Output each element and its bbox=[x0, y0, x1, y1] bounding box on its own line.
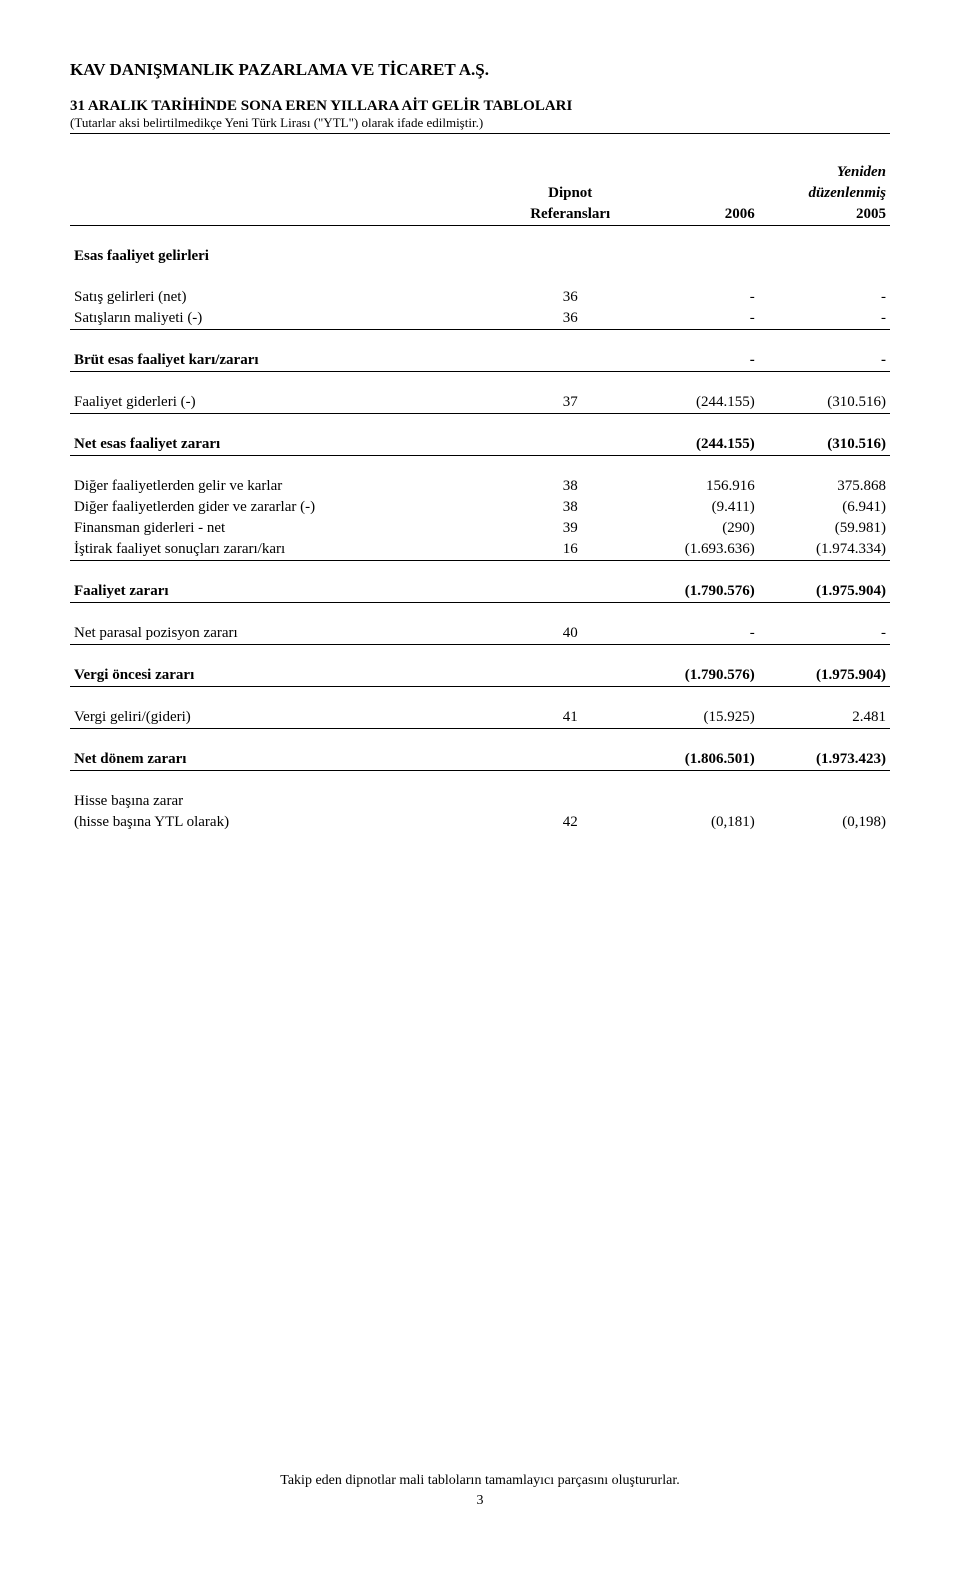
row-value-2006: (1.790.576) bbox=[628, 581, 759, 603]
row-label: Esas faaliyet gelirleri bbox=[70, 246, 513, 267]
row-label: Net dönem zararı bbox=[70, 749, 513, 771]
page-number: 3 bbox=[70, 1493, 890, 1509]
company-title: KAV DANIŞMANLIK PAZARLAMA VE TİCARET A.Ş… bbox=[70, 60, 890, 80]
row-value-2005: - bbox=[759, 287, 890, 308]
row-value-2005 bbox=[759, 246, 890, 267]
row-label: Faaliyet giderleri (-) bbox=[70, 392, 513, 414]
row-value-2005: (1.975.904) bbox=[759, 665, 890, 687]
row-ref: 36 bbox=[513, 308, 628, 330]
report-title: 31 ARALIK TARİHİNDE SONA EREN YILLARA Aİ… bbox=[70, 98, 890, 115]
row-value-2006 bbox=[628, 791, 759, 812]
row-ref: 37 bbox=[513, 392, 628, 414]
row-ref: 38 bbox=[513, 497, 628, 518]
row-ref: 38 bbox=[513, 476, 628, 497]
row-label: Diğer faaliyetlerden gider ve zararlar (… bbox=[70, 497, 513, 518]
row-value-2005: (1.973.423) bbox=[759, 749, 890, 771]
row-ref bbox=[513, 665, 628, 687]
row-label: Finansman giderleri - net bbox=[70, 518, 513, 539]
col-header-year1: 2006 bbox=[628, 204, 759, 226]
row-value-2005: (0,198) bbox=[759, 812, 890, 833]
row-ref bbox=[513, 581, 628, 603]
row-value-2006: - bbox=[628, 308, 759, 330]
row-label: (hisse başına YTL olarak) bbox=[70, 812, 513, 833]
row-label: Net esas faaliyet zararı bbox=[70, 434, 513, 456]
income-statement-table: Yeniden Dipnot düzenlenmiş Referansları … bbox=[70, 162, 890, 833]
header-rule bbox=[70, 133, 890, 134]
row-value-2005: 375.868 bbox=[759, 476, 890, 497]
row-value-2005: (6.941) bbox=[759, 497, 890, 518]
report-subtitle: (Tutarlar aksi belirtilmedikçe Yeni Türk… bbox=[70, 115, 890, 131]
row-value-2005: (1.974.334) bbox=[759, 539, 890, 561]
row-ref: 36 bbox=[513, 287, 628, 308]
row-ref bbox=[513, 791, 628, 812]
row-label: İştirak faaliyet sonuçları zararı/karı bbox=[70, 539, 513, 561]
col-header-restated-1: Yeniden bbox=[759, 162, 890, 183]
row-value-2005: - bbox=[759, 350, 890, 372]
row-value-2006: 156.916 bbox=[628, 476, 759, 497]
row-ref bbox=[513, 749, 628, 771]
row-value-2005: (310.516) bbox=[759, 392, 890, 414]
row-ref: 42 bbox=[513, 812, 628, 833]
row-ref bbox=[513, 434, 628, 456]
row-ref: 39 bbox=[513, 518, 628, 539]
row-ref bbox=[513, 246, 628, 267]
row-value-2006: (15.925) bbox=[628, 707, 759, 729]
row-value-2005: (59.981) bbox=[759, 518, 890, 539]
row-value-2006: (244.155) bbox=[628, 392, 759, 414]
row-value-2006: (1.790.576) bbox=[628, 665, 759, 687]
row-ref: 41 bbox=[513, 707, 628, 729]
row-value-2006: (9.411) bbox=[628, 497, 759, 518]
row-label: Vergi öncesi zararı bbox=[70, 665, 513, 687]
row-value-2006: (1.693.636) bbox=[628, 539, 759, 561]
row-value-2006: (1.806.501) bbox=[628, 749, 759, 771]
row-value-2006 bbox=[628, 246, 759, 267]
row-value-2005: (1.975.904) bbox=[759, 581, 890, 603]
row-value-2005 bbox=[759, 791, 890, 812]
table-body: Esas faaliyet gelirleri Satış gelirleri (… bbox=[70, 226, 890, 834]
row-label: Net parasal pozisyon zararı bbox=[70, 623, 513, 645]
row-value-2006: (290) bbox=[628, 518, 759, 539]
row-value-2005: (310.516) bbox=[759, 434, 890, 456]
row-value-2006: (0,181) bbox=[628, 812, 759, 833]
col-header-year2: 2005 bbox=[759, 204, 890, 226]
row-label: Brüt esas faaliyet karı/zararı bbox=[70, 350, 513, 372]
row-value-2006: - bbox=[628, 287, 759, 308]
row-label: Vergi geliri/(gideri) bbox=[70, 707, 513, 729]
col-header-ref-2: Referansları bbox=[513, 204, 628, 226]
row-value-2006: - bbox=[628, 350, 759, 372]
row-label: Diğer faaliyetlerden gelir ve karlar bbox=[70, 476, 513, 497]
row-value-2005: 2.481 bbox=[759, 707, 890, 729]
col-header-restated-2: düzenlenmiş bbox=[759, 183, 890, 204]
row-ref bbox=[513, 350, 628, 372]
row-value-2006: - bbox=[628, 623, 759, 645]
row-label: Satış gelirleri (net) bbox=[70, 287, 513, 308]
row-value-2005: - bbox=[759, 623, 890, 645]
row-ref: 16 bbox=[513, 539, 628, 561]
col-header-ref-1: Dipnot bbox=[513, 183, 628, 204]
table-header: Yeniden Dipnot düzenlenmiş Referansları … bbox=[70, 162, 890, 226]
row-ref: 40 bbox=[513, 623, 628, 645]
row-value-2006: (244.155) bbox=[628, 434, 759, 456]
footer-note: Takip eden dipnotlar mali tabloların tam… bbox=[70, 1473, 890, 1489]
row-label: Satışların maliyeti (-) bbox=[70, 308, 513, 330]
row-label: Faaliyet zararı bbox=[70, 581, 513, 603]
row-label: Hisse başına zarar bbox=[70, 791, 513, 812]
row-value-2005: - bbox=[759, 308, 890, 330]
